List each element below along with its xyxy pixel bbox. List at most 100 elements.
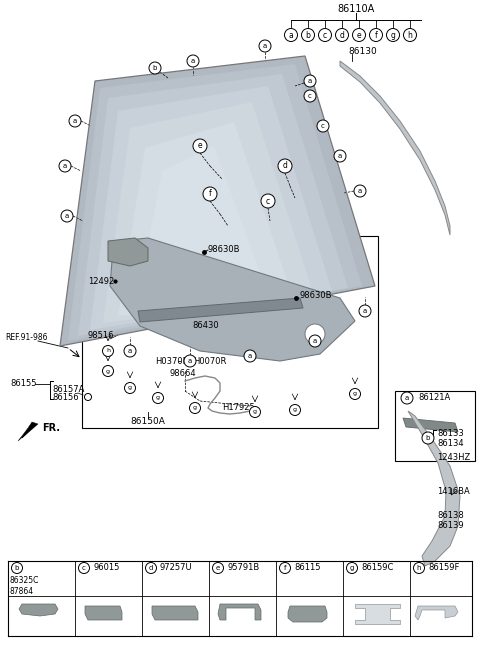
Circle shape [103, 346, 113, 356]
Circle shape [187, 55, 199, 67]
Circle shape [193, 139, 207, 153]
Polygon shape [78, 74, 348, 336]
Text: g: g [350, 565, 354, 571]
Circle shape [279, 562, 290, 573]
Circle shape [352, 28, 365, 41]
Text: h: h [417, 565, 421, 571]
Text: c: c [82, 565, 86, 571]
Circle shape [278, 159, 292, 173]
Circle shape [261, 194, 275, 208]
Circle shape [103, 365, 113, 377]
Circle shape [285, 28, 298, 41]
Text: c: c [321, 123, 325, 129]
Circle shape [69, 115, 81, 127]
Circle shape [259, 40, 271, 52]
Circle shape [213, 562, 224, 573]
Circle shape [12, 562, 23, 573]
Circle shape [244, 350, 256, 362]
Circle shape [124, 382, 135, 394]
Text: 98630B: 98630B [208, 245, 240, 255]
Text: g: g [156, 396, 160, 401]
Text: b: b [426, 435, 430, 441]
Circle shape [413, 562, 424, 573]
Polygon shape [108, 238, 148, 266]
Circle shape [349, 388, 360, 400]
Text: f: f [284, 565, 286, 571]
Text: e: e [198, 142, 202, 150]
Text: 86438A: 86438A [192, 306, 225, 316]
Text: g: g [391, 30, 396, 39]
Text: d: d [283, 161, 288, 171]
Circle shape [309, 335, 321, 347]
Text: d: d [339, 30, 345, 39]
Text: 97257U: 97257U [160, 564, 192, 573]
Text: 86138: 86138 [437, 512, 464, 520]
Circle shape [203, 187, 217, 201]
Circle shape [153, 392, 164, 403]
Polygon shape [288, 606, 327, 622]
Text: a: a [248, 353, 252, 359]
Text: a: a [288, 30, 293, 39]
Circle shape [149, 62, 161, 74]
Polygon shape [152, 606, 198, 620]
Circle shape [404, 28, 417, 41]
Text: H0070R: H0070R [193, 356, 227, 365]
Polygon shape [90, 86, 332, 330]
Text: 86159F: 86159F [428, 564, 459, 573]
Circle shape [401, 392, 413, 404]
Polygon shape [135, 146, 272, 308]
Circle shape [184, 355, 196, 367]
Circle shape [334, 150, 346, 162]
Circle shape [386, 28, 399, 41]
Circle shape [304, 75, 316, 87]
Text: 12492: 12492 [88, 276, 114, 285]
Circle shape [190, 403, 201, 413]
Polygon shape [218, 604, 261, 620]
Circle shape [354, 185, 366, 197]
Text: 86150A: 86150A [131, 417, 166, 426]
Text: 98664: 98664 [170, 369, 197, 377]
Text: H17925: H17925 [222, 403, 255, 413]
Text: a: a [308, 78, 312, 84]
Text: b: b [153, 65, 157, 71]
Text: 86325C
87864: 86325C 87864 [10, 576, 39, 596]
Text: a: a [313, 338, 317, 344]
Text: H0370R: H0370R [155, 356, 189, 365]
Text: c: c [323, 30, 327, 39]
Polygon shape [408, 411, 460, 566]
Text: a: a [188, 358, 192, 364]
Circle shape [304, 90, 316, 102]
Text: a: a [65, 213, 69, 219]
Text: 86157A: 86157A [52, 384, 84, 394]
Text: 86155: 86155 [10, 380, 36, 388]
Circle shape [124, 345, 136, 357]
Circle shape [317, 120, 329, 132]
Text: a: a [338, 153, 342, 159]
Circle shape [359, 305, 371, 317]
Polygon shape [18, 422, 38, 441]
Text: f: f [209, 190, 211, 199]
Text: 86430: 86430 [192, 321, 218, 331]
Polygon shape [85, 606, 122, 620]
Polygon shape [403, 418, 458, 432]
Polygon shape [415, 606, 458, 620]
Circle shape [250, 407, 261, 417]
Circle shape [59, 160, 71, 172]
Text: a: a [73, 118, 77, 124]
Text: 96015: 96015 [93, 564, 120, 573]
Text: g: g [253, 409, 257, 415]
Text: d: d [149, 565, 153, 571]
Circle shape [305, 324, 325, 344]
Text: g: g [193, 405, 197, 411]
Text: e: e [216, 565, 220, 571]
Text: a: a [363, 308, 367, 314]
Circle shape [79, 562, 89, 573]
Text: e: e [357, 30, 361, 39]
Text: a: a [128, 348, 132, 354]
Text: 1243HZ: 1243HZ [437, 453, 470, 462]
Polygon shape [355, 604, 400, 624]
Text: g: g [106, 369, 110, 373]
Polygon shape [19, 604, 58, 616]
Polygon shape [110, 238, 355, 361]
Text: FR.: FR. [42, 423, 60, 433]
